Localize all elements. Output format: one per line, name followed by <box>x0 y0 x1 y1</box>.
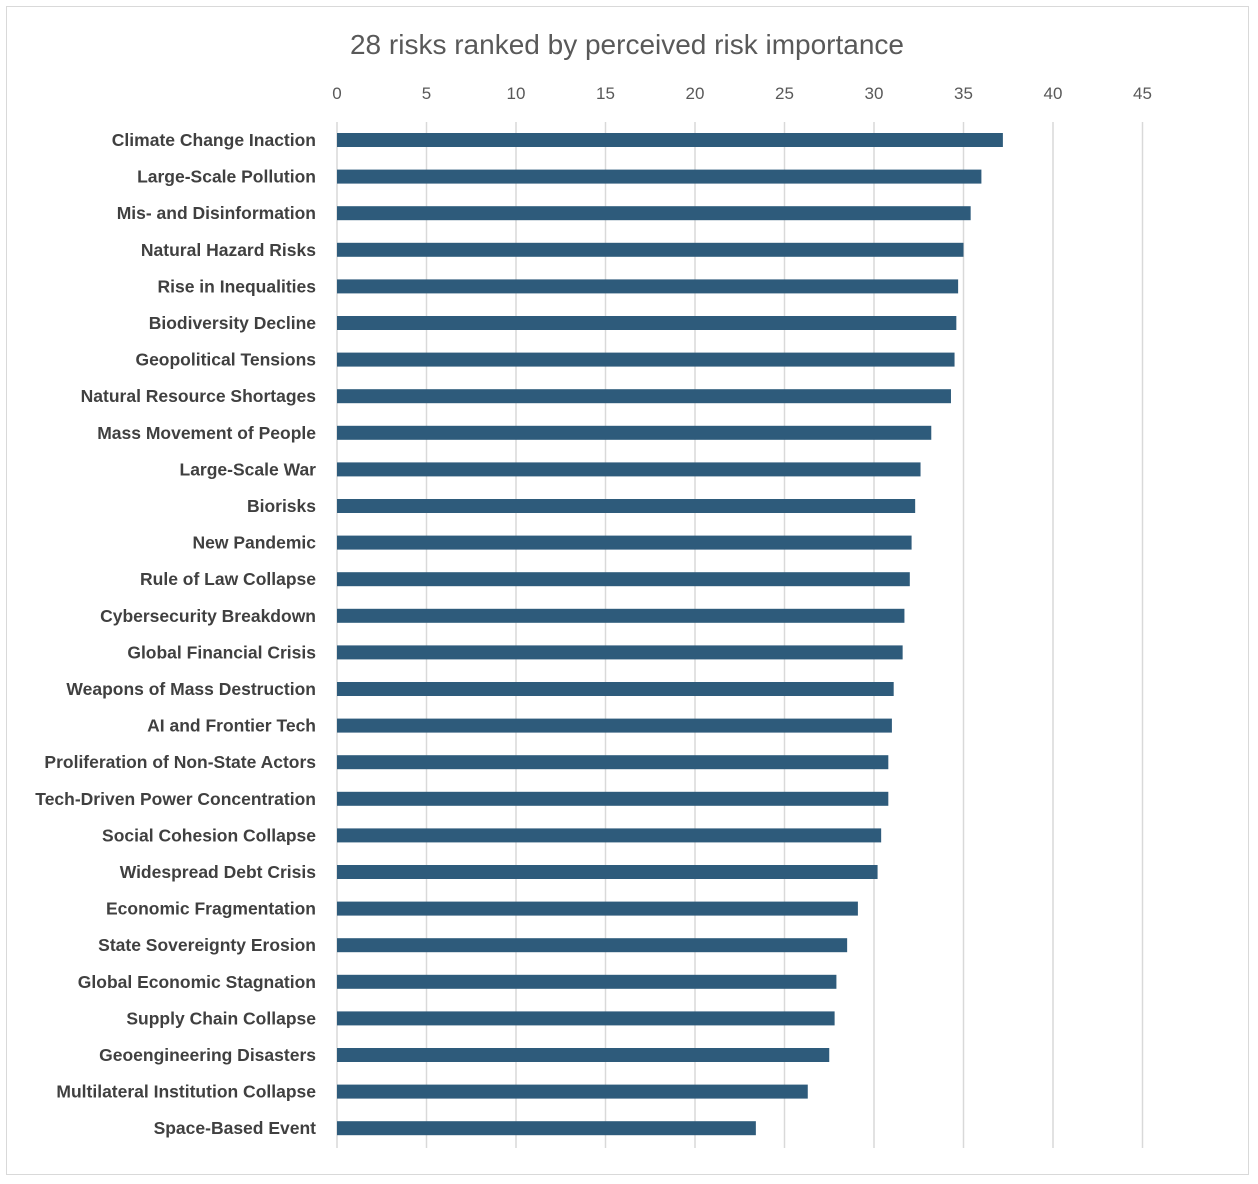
bar-ai-and-frontier-tech <box>337 718 892 733</box>
bar-multilateral-institution-collapse <box>337 1084 808 1099</box>
bar-mass-movement-of-people <box>337 425 932 440</box>
category-label-climate-change-inaction: Climate Change Inaction <box>112 130 316 150</box>
category-label-rise-in-inequalities: Rise in Inequalities <box>157 276 316 296</box>
x-tick-label-30: 30 <box>865 84 884 103</box>
category-labels: Climate Change Inaction Large-Scale Pollu… <box>35 130 316 1138</box>
category-label-geopolitical-tensions: Geopolitical Tensions <box>135 350 316 370</box>
bar-biodiversity-decline <box>337 316 957 330</box>
bar-proliferation-of-non-state-actors <box>337 755 889 770</box>
bar-mis-and-disinformation <box>337 206 971 221</box>
bar-social-cohesion-collapse <box>337 828 882 843</box>
category-label-large-scale-war: Large-Scale War <box>180 459 317 479</box>
category-label-proliferation-of-non-state-actors: Proliferation of Non-State Actors <box>44 752 316 772</box>
bar-natural-resource-shortages <box>337 389 951 404</box>
bar-biorisks <box>337 499 916 513</box>
bar-rise-in-inequalities <box>337 279 959 294</box>
category-label-geoengineering-disasters: Geoengineering Disasters <box>99 1045 316 1065</box>
x-tick-label-5: 5 <box>422 84 431 103</box>
x-tick-label-25: 25 <box>775 84 794 103</box>
category-label-multilateral-institution-collapse: Multilateral Institution Collapse <box>56 1082 316 1102</box>
x-axis-ticks: 0 5 10 15 20 25 30 35 40 45 <box>332 84 1152 103</box>
bar-cybersecurity-breakdown <box>337 608 905 623</box>
bar-geopolitical-tensions <box>337 352 955 367</box>
bar-tech-driven-power-concentration <box>337 791 889 806</box>
category-label-biodiversity-decline: Biodiversity Decline <box>149 313 317 333</box>
bar-economic-fragmentation <box>337 901 858 916</box>
x-tick-label-0: 0 <box>332 84 341 103</box>
category-label-cybersecurity-breakdown: Cybersecurity Breakdown <box>100 606 316 626</box>
x-tick-label-40: 40 <box>1044 84 1063 103</box>
x-tick-label-45: 45 <box>1133 84 1152 103</box>
bars <box>337 133 1003 1136</box>
bar-state-sovereignty-erosion <box>337 938 848 953</box>
bar-global-economic-stagnation <box>337 974 837 989</box>
category-label-space-based-event: Space-Based Event <box>154 1118 317 1138</box>
category-label-rule-of-law-collapse: Rule of Law Collapse <box>140 569 316 589</box>
category-label-widespread-debt-crisis: Widespread Debt Crisis <box>120 862 317 882</box>
x-tick-label-15: 15 <box>596 84 615 103</box>
category-label-mass-movement-of-people: Mass Movement of People <box>97 423 316 443</box>
bar-supply-chain-collapse <box>337 1011 835 1026</box>
gridlines <box>336 122 1144 1148</box>
category-label-economic-fragmentation: Economic Fragmentation <box>106 899 316 919</box>
category-label-new-pandemic: New Pandemic <box>192 533 316 553</box>
x-tick-label-20: 20 <box>686 84 705 103</box>
bar-large-scale-war <box>337 462 921 477</box>
category-label-global-financial-crisis: Global Financial Crisis <box>127 642 316 662</box>
category-label-natural-resource-shortages: Natural Resource Shortages <box>81 386 317 406</box>
category-label-weapons-of-mass-destruction: Weapons of Mass Destruction <box>66 679 316 699</box>
category-label-global-economic-stagnation: Global Economic Stagnation <box>78 972 316 992</box>
category-label-tech-driven-power-concentration: Tech-Driven Power Concentration <box>35 789 316 809</box>
bar-widespread-debt-crisis <box>337 865 878 879</box>
category-label-supply-chain-collapse: Supply Chain Collapse <box>126 1008 316 1028</box>
bar-large-scale-pollution <box>337 169 982 184</box>
category-label-social-cohesion-collapse: Social Cohesion Collapse <box>102 825 316 845</box>
bar-space-based-event <box>337 1121 756 1136</box>
bar-natural-hazard-risks <box>337 242 964 257</box>
category-label-mis-and-disinformation: Mis- and Disinformation <box>117 203 316 223</box>
bar-rule-of-law-collapse <box>337 572 910 587</box>
bar-new-pandemic <box>337 535 912 550</box>
category-label-state-sovereignty-erosion: State Sovereignty Erosion <box>98 935 316 955</box>
bar-weapons-of-mass-destruction <box>337 682 894 696</box>
bar-climate-change-inaction <box>337 133 1003 147</box>
bar-geoengineering-disasters <box>337 1048 830 1062</box>
category-label-natural-hazard-risks: Natural Hazard Risks <box>141 240 316 260</box>
bar-global-financial-crisis <box>337 645 903 660</box>
category-label-ai-and-frontier-tech: AI and Frontier Tech <box>147 716 316 736</box>
category-label-large-scale-pollution: Large-Scale Pollution <box>137 167 316 187</box>
x-tick-label-10: 10 <box>507 84 526 103</box>
x-tick-label-35: 35 <box>954 84 973 103</box>
chart-title: 28 risks ranked by perceived risk import… <box>350 29 904 60</box>
category-label-biorisks: Biorisks <box>247 496 316 516</box>
